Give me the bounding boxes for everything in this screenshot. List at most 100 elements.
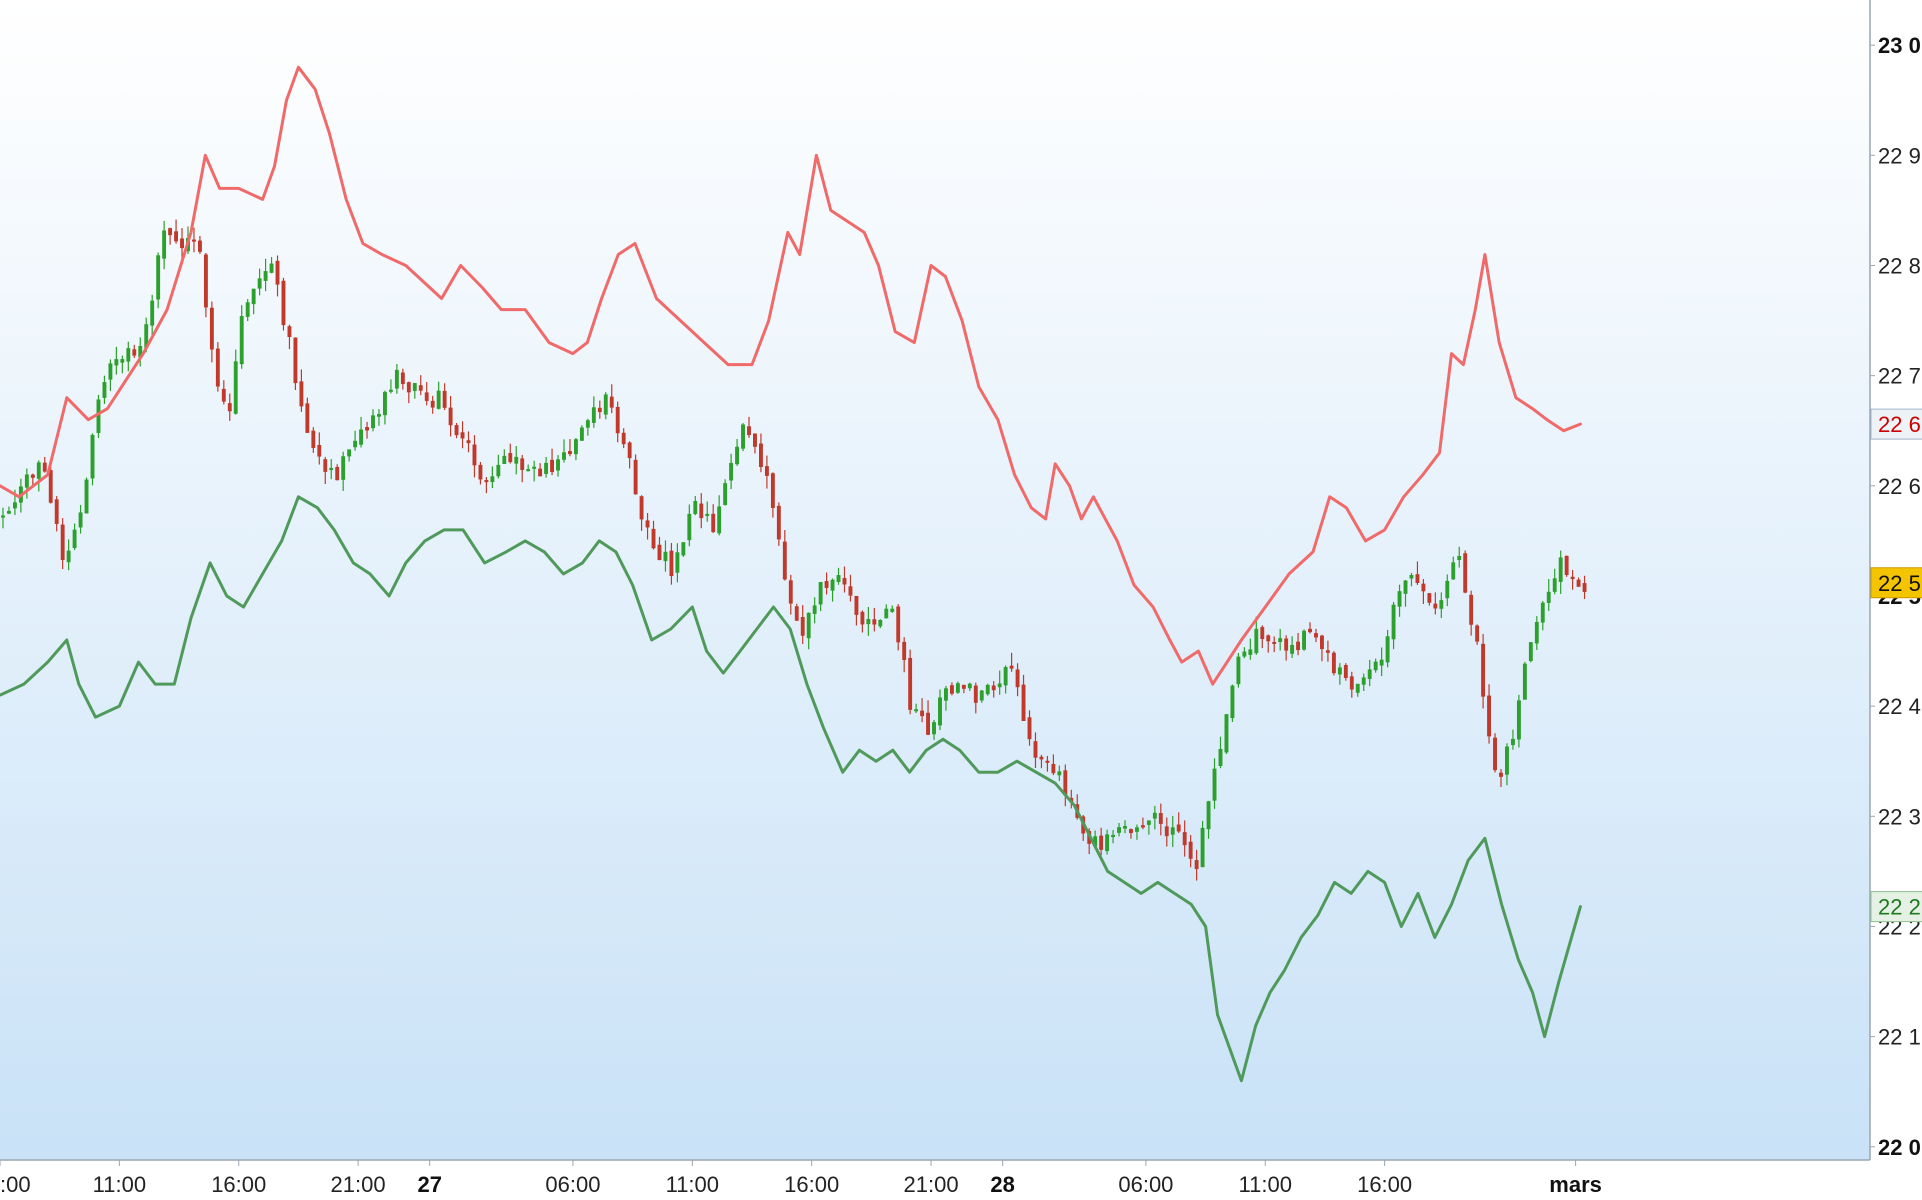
- candle: [1182, 820, 1187, 857]
- candle: [347, 449, 352, 462]
- candle-body: [1236, 656, 1241, 685]
- candle: [585, 418, 590, 436]
- x-axis[interactable]: :00 11:00 16:00 21:00 27 06:00 11:00 16:00 21:00…: [0, 1159, 1922, 1200]
- candle: [430, 395, 435, 414]
- candle-body: [412, 383, 417, 391]
- candle-body: [317, 444, 322, 457]
- candle-body: [991, 685, 996, 691]
- candle-body: [156, 255, 161, 300]
- candle: [794, 603, 799, 622]
- candle-body: [1188, 841, 1193, 859]
- candle: [1361, 673, 1366, 692]
- candle-body: [985, 684, 990, 695]
- candle: [215, 342, 220, 392]
- candle: [24, 468, 29, 499]
- candle-body: [1540, 602, 1545, 623]
- candle-body: [347, 449, 352, 457]
- candle: [568, 439, 572, 457]
- candle-body: [550, 459, 554, 473]
- candle-body: [830, 579, 835, 591]
- candle-body: [949, 685, 954, 694]
- candle-body: [1493, 737, 1497, 771]
- candle: [287, 324, 292, 350]
- candle: [436, 381, 441, 410]
- candle-body: [1516, 700, 1521, 740]
- candle: [251, 288, 256, 315]
- candle: [1582, 575, 1587, 600]
- candle: [454, 422, 459, 439]
- candle-body: [281, 280, 286, 326]
- candle-body: [1278, 638, 1283, 643]
- candle: [1349, 671, 1354, 698]
- candle-body: [693, 501, 698, 515]
- candle-body: [866, 618, 871, 625]
- candle-body: [1433, 603, 1438, 609]
- candle: [329, 459, 334, 480]
- candle-body: [215, 348, 220, 387]
- candle: [1051, 754, 1056, 776]
- lower-band-badge-box: [1870, 891, 1922, 923]
- candle: [675, 543, 680, 583]
- candle: [955, 681, 960, 694]
- plot-background: [0, 0, 1870, 1160]
- candle: [657, 536, 662, 561]
- candle-body: [573, 439, 578, 455]
- candle-body: [1314, 633, 1318, 638]
- candle: [293, 337, 298, 391]
- candle-body: [932, 722, 936, 735]
- candle-body: [1522, 663, 1527, 700]
- candle-body: [448, 407, 453, 426]
- candle: [1230, 684, 1235, 722]
- candle: [705, 501, 710, 522]
- candle: [717, 495, 722, 536]
- candle-body: [955, 683, 960, 693]
- x-tick-label: 21:00: [904, 1172, 959, 1197]
- y-axis[interactable]: 23 0 22 9 22 8 22 7 22 6 22 5 22 4 22 3 22 2 22 1…: [1869, 0, 1922, 1160]
- candle: [1146, 820, 1151, 835]
- candle: [627, 441, 632, 469]
- candle: [764, 455, 769, 489]
- candle-body: [197, 240, 202, 252]
- candle-body: [150, 300, 155, 326]
- candle: [908, 649, 913, 715]
- candle: [1164, 817, 1169, 847]
- candle: [639, 495, 644, 531]
- candle: [257, 268, 262, 296]
- candle-body: [1129, 829, 1133, 834]
- candle: [174, 219, 179, 244]
- candle: [669, 543, 674, 585]
- candle-body: [1337, 667, 1342, 675]
- candle-body: [1296, 641, 1301, 651]
- candle-body: [657, 544, 662, 561]
- candle-body: [180, 238, 184, 249]
- candle-body: [1218, 748, 1223, 766]
- candle-body: [776, 505, 781, 540]
- candle: [949, 682, 954, 696]
- candle: [406, 381, 411, 404]
- candle-body: [1439, 600, 1444, 609]
- candle-body: [854, 595, 859, 615]
- candle: [335, 464, 340, 481]
- candle: [687, 504, 692, 547]
- candle-body: [1206, 801, 1211, 830]
- candle-body: [227, 403, 232, 412]
- candle: [108, 359, 113, 392]
- candle-body: [377, 413, 381, 417]
- candle-body: [973, 685, 978, 703]
- candle: [72, 523, 77, 551]
- candle-body: [1469, 594, 1474, 625]
- candle-body: [872, 619, 877, 625]
- candle-body: [192, 239, 196, 242]
- candle: [400, 368, 405, 390]
- candle-body: [84, 479, 89, 514]
- candle-body: [102, 382, 107, 398]
- candle-body: [1421, 583, 1426, 592]
- candle-body: [860, 611, 865, 625]
- candle-body: [12, 502, 17, 509]
- candle: [275, 255, 280, 297]
- candle: [1027, 710, 1032, 746]
- candle: [227, 393, 232, 421]
- candle: [770, 472, 775, 518]
